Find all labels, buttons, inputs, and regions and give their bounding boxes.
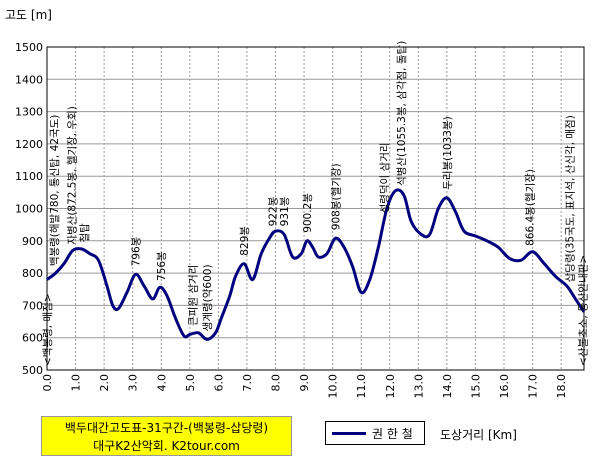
x-tick-label: 14.0	[441, 374, 454, 399]
x-tick-label: 12.0	[384, 374, 397, 399]
peak-annotations: <백봉령, 매점> 백봉령(해발780, 통신탑, 42국도) 자병산(872.5봉…	[42, 41, 590, 366]
annotation-label: 두리봉(1033봉)	[442, 116, 454, 190]
annotation-label: <산불초소, 등산안내판>	[578, 255, 590, 366]
x-tick-label: 2.0	[98, 374, 111, 392]
x-tick-label: 16.0	[498, 374, 511, 399]
annotation-label: 908봉(헬기장)	[330, 163, 342, 230]
y-tick-label: 1100	[15, 170, 43, 183]
legend-label: 권 한 철	[372, 426, 413, 441]
x-tick-labels: 0.0 1.0 2.0 3.0 4.0 5.0 6.0 7.0 8.0 9.0 10.0 11.0 12…	[41, 374, 568, 399]
legend-line-swatch	[332, 431, 366, 435]
y-tick-label: 1300	[15, 106, 43, 119]
x-tick-label: 11.0	[355, 374, 368, 399]
y-tick-label: 1500	[15, 41, 43, 54]
x-tick-label: 9.0	[298, 374, 311, 392]
altitude-line-series	[46, 188, 586, 341]
x-tick-label: 1.0	[70, 374, 83, 392]
annotation-label: 829봉	[239, 226, 251, 256]
y-tick-label: 1000	[15, 203, 43, 216]
y-tick-label: 700	[22, 299, 43, 312]
annotation-label: 796봉	[131, 236, 143, 266]
annotation-label: 931봉	[279, 196, 291, 226]
annotation-label: 석병산(1055.3봉, 삼각점, 돌탑)	[396, 41, 408, 186]
annotation-label: 756봉	[156, 251, 168, 281]
annotation-label: 백봉령(해발780, 통신탑, 42국도)	[48, 115, 61, 267]
y-tick-label: 900	[22, 235, 43, 248]
chart-organization: 대구K2산악회. K2tour.com	[93, 439, 240, 453]
x-tick-label: 13.0	[412, 374, 425, 399]
x-tick-label: 17.0	[527, 374, 540, 399]
annotation-label: 생계령(약600)	[202, 264, 214, 331]
x-tick-label: 15.0	[469, 374, 482, 399]
y-tick-label: 600	[22, 332, 43, 345]
chart-title: 백두대간고도표-31구간-(백봉령-삽당령)	[64, 421, 269, 435]
annotation-label: 삽당령(35국도, 표지석, 산신각, 매점)	[565, 115, 577, 282]
annotation-label: 900.2봉	[302, 193, 314, 233]
annotation-label: 성령덕이 삼거리	[379, 142, 391, 213]
x-tick-label: 18.0	[555, 374, 568, 399]
annotation-label: 866.4봉(헬기장)	[525, 169, 537, 246]
annotation-label: 922봉	[268, 196, 280, 226]
chart-credit-box: 백두대간고도표-31구간-(백봉령-삽당령) 대구K2산악회. K2tour.c…	[41, 416, 292, 456]
annotation-label: 철탑	[79, 223, 91, 243]
x-tick-label: 7.0	[241, 374, 254, 392]
x-axis-label: 도상거리 [Km]	[440, 428, 517, 442]
x-tick-label: 3.0	[127, 374, 140, 392]
annotation-label: 큰피원 삼거리	[188, 265, 200, 326]
y-axis-label: 고도 [m]	[5, 8, 52, 22]
x-tick-label: 10.0	[327, 374, 340, 399]
annotation-label: 자병산(872.5봉, 헬기장, 우회)	[66, 106, 78, 245]
x-tick-label: 5.0	[184, 374, 197, 392]
chart-grid	[46, 46, 584, 371]
y-tick-label: 1400	[15, 73, 43, 86]
annotation-label: <백봉령, 매점>	[42, 293, 54, 366]
y-tick-label: 1200	[15, 138, 43, 151]
x-tick-label: 6.0	[212, 374, 225, 392]
plot-frame	[46, 46, 585, 371]
x-tick-label: 4.0	[155, 374, 168, 392]
y-tick-label: 800	[22, 267, 43, 280]
y-tick-label: 500	[22, 364, 43, 377]
x-tick-label: 0.0	[41, 374, 54, 392]
y-tick-labels: 500 600 700 800 900 1000 1100 1200 1300 1400 1500	[15, 41, 43, 377]
x-tick-label: 8.0	[270, 374, 283, 392]
legend: 권 한 철	[325, 421, 425, 445]
